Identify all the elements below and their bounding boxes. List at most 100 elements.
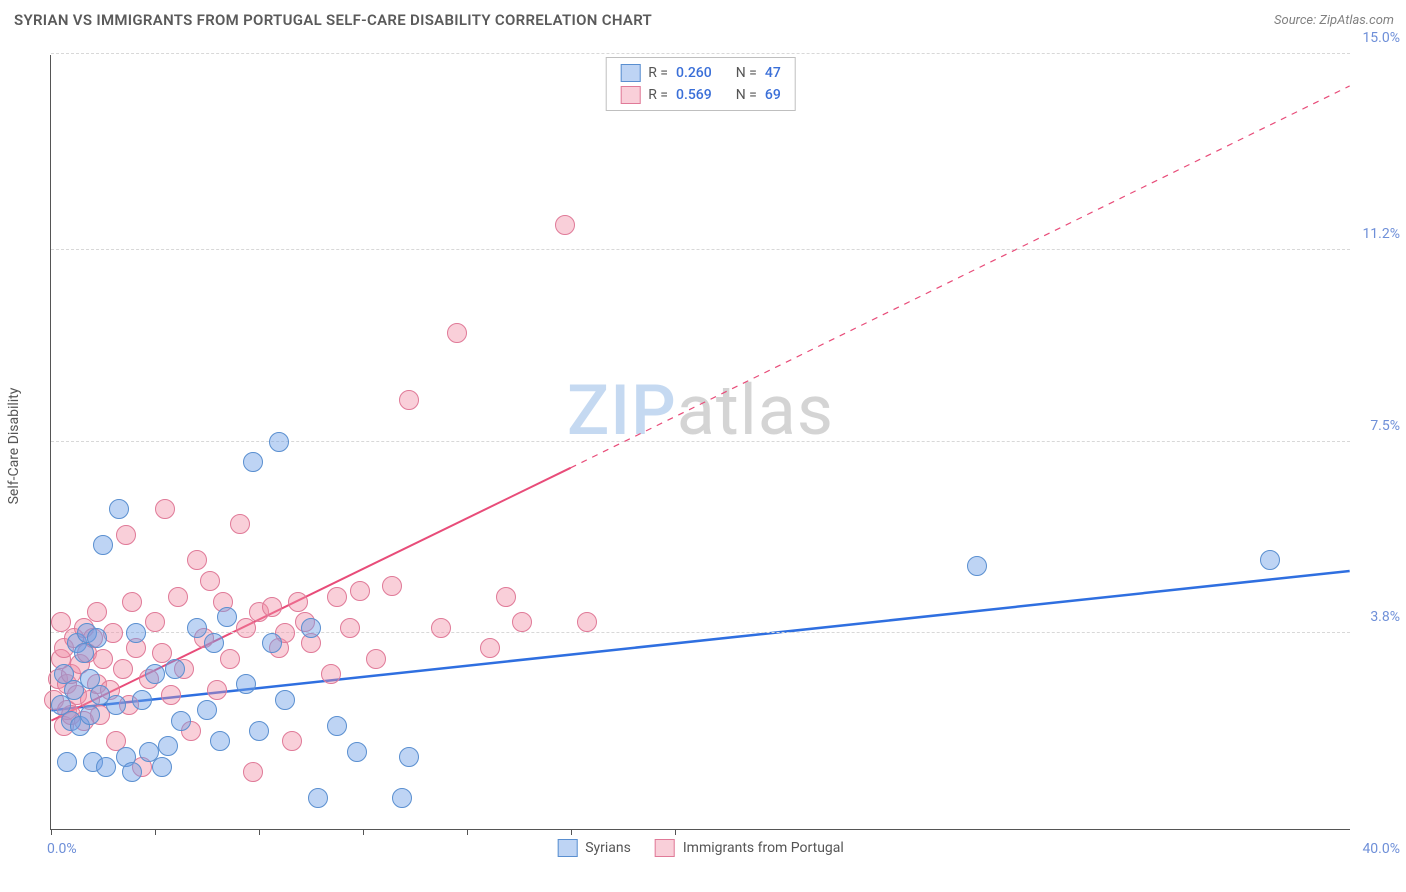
- pink-marker: [122, 592, 142, 612]
- blue-marker: [308, 788, 328, 808]
- n-value-pink: 69: [765, 87, 781, 103]
- blue-marker: [158, 736, 178, 756]
- pink-marker: [327, 587, 347, 607]
- blue-marker: [236, 674, 256, 694]
- y-tick-label: 11.2%: [1354, 226, 1400, 242]
- blue-marker: [187, 618, 207, 638]
- gridline: [51, 53, 1350, 54]
- n-value-blue: 47: [765, 65, 781, 81]
- pink-marker: [512, 612, 532, 632]
- blue-marker: [327, 716, 347, 736]
- x-tick: [363, 829, 364, 835]
- gridline: [51, 249, 1350, 250]
- blue-marker: [109, 499, 129, 519]
- pink-marker: [161, 685, 181, 705]
- pink-marker: [447, 323, 467, 343]
- chart-title: SYRIAN VS IMMIGRANTS FROM PORTUGAL SELF-…: [14, 11, 652, 29]
- pink-marker: [243, 762, 263, 782]
- blue-marker: [399, 747, 419, 767]
- n-label: N =: [736, 65, 757, 81]
- pink-marker: [577, 612, 597, 632]
- pink-marker: [155, 499, 175, 519]
- swatch-blue: [620, 64, 640, 82]
- blue-marker: [197, 700, 217, 720]
- y-tick-label: 3.8%: [1354, 609, 1400, 625]
- legend-item-blue: Syrians: [557, 839, 631, 857]
- pink-marker: [93, 649, 113, 669]
- blue-marker: [93, 535, 113, 555]
- blue-marker: [57, 752, 77, 772]
- blue-marker: [152, 757, 172, 777]
- swatch-pink: [620, 86, 640, 104]
- series-legend: Syrians Immigrants from Portugal: [557, 839, 844, 857]
- pink-marker: [116, 525, 136, 545]
- x-tick: [675, 829, 676, 835]
- pink-marker: [282, 731, 302, 751]
- swatch-pink: [655, 839, 675, 857]
- blue-marker: [171, 711, 191, 731]
- blue-marker: [392, 788, 412, 808]
- blue-marker: [262, 633, 282, 653]
- pink-marker: [382, 576, 402, 596]
- pink-marker: [200, 571, 220, 591]
- x-tick: [155, 829, 156, 835]
- pink-marker: [431, 618, 451, 638]
- y-tick-label: 15.0%: [1354, 30, 1400, 46]
- pink-marker: [87, 602, 107, 622]
- pink-marker: [350, 581, 370, 601]
- pink-marker: [321, 664, 341, 684]
- blue-marker: [967, 556, 987, 576]
- y-tick-label: 7.5%: [1354, 418, 1400, 434]
- x-axis-start-label: 0.0%: [47, 841, 77, 857]
- blue-marker: [165, 659, 185, 679]
- blue-marker: [87, 628, 107, 648]
- pink-marker: [555, 215, 575, 235]
- swatch-blue: [557, 839, 577, 857]
- pink-marker: [399, 390, 419, 410]
- trend-lines-layer: [51, 55, 1350, 829]
- pink-marker: [262, 597, 282, 617]
- pink-marker: [230, 514, 250, 534]
- blue-marker: [96, 757, 116, 777]
- pink-marker: [480, 638, 500, 658]
- pink-marker: [187, 550, 207, 570]
- blue-marker: [1260, 550, 1280, 570]
- pink-marker: [366, 649, 386, 669]
- legend-item-pink: Immigrants from Portugal: [655, 839, 844, 857]
- x-tick: [467, 829, 468, 835]
- blue-marker: [275, 690, 295, 710]
- n-label: N =: [736, 87, 757, 103]
- x-tick: [259, 829, 260, 835]
- r-value-pink: 0.569: [676, 87, 712, 103]
- blue-marker: [301, 618, 321, 638]
- pink-marker: [113, 659, 133, 679]
- blue-marker: [347, 742, 367, 762]
- blue-marker: [132, 690, 152, 710]
- blue-marker: [269, 432, 289, 452]
- blue-marker: [210, 731, 230, 751]
- r-label: R =: [648, 65, 668, 81]
- pink-marker: [340, 618, 360, 638]
- legend-label-blue: Syrians: [585, 840, 631, 856]
- pink-marker: [288, 592, 308, 612]
- r-label: R =: [648, 87, 668, 103]
- trend-line: [571, 86, 1350, 468]
- pink-marker: [168, 587, 188, 607]
- blue-marker: [145, 664, 165, 684]
- blue-marker: [106, 695, 126, 715]
- blue-marker: [80, 705, 100, 725]
- legend-row-blue: R = 0.260 N = 47: [606, 62, 795, 84]
- x-axis-end-label: 40.0%: [1362, 841, 1400, 857]
- correlation-legend: R = 0.260 N = 47 R = 0.569 N = 69: [605, 57, 796, 111]
- blue-marker: [204, 633, 224, 653]
- r-value-blue: 0.260: [676, 65, 712, 81]
- gridline: [51, 441, 1350, 442]
- y-axis-label: Self-Care Disability: [6, 388, 22, 505]
- source-label: Source: ZipAtlas.com: [1274, 13, 1394, 28]
- legend-label-pink: Immigrants from Portugal: [683, 840, 844, 856]
- blue-marker: [249, 721, 269, 741]
- pink-marker: [220, 649, 240, 669]
- pink-marker: [145, 612, 165, 632]
- blue-marker: [217, 607, 237, 627]
- blue-marker: [243, 452, 263, 472]
